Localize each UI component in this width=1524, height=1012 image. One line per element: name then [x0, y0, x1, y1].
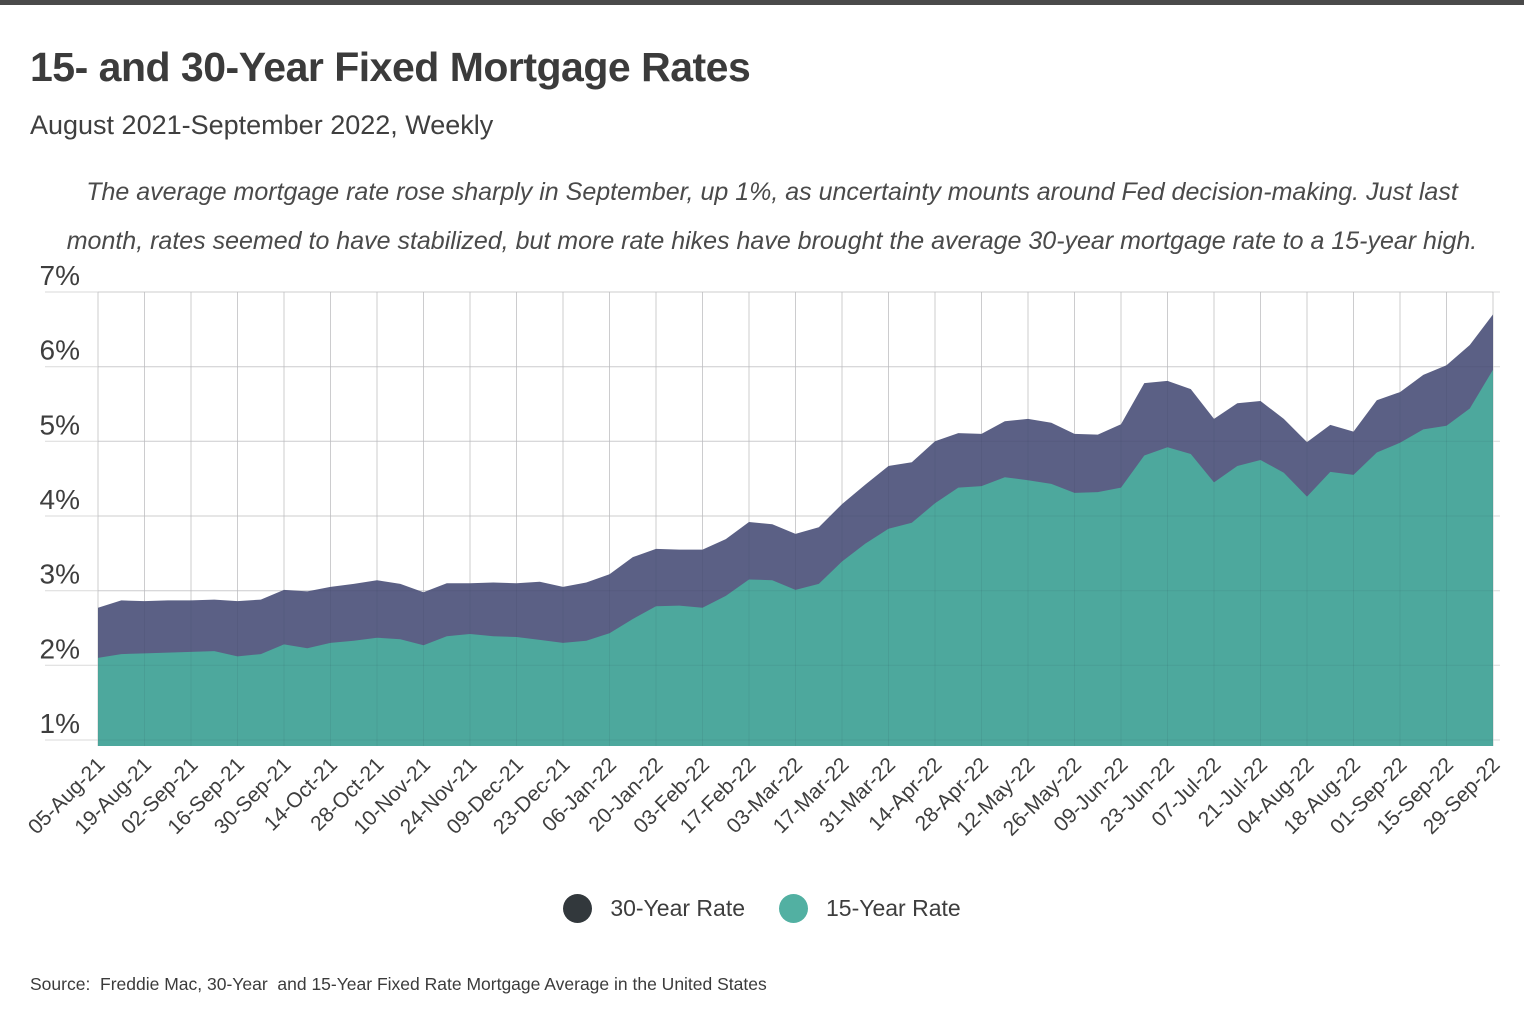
y-axis-tick-label: 4% — [40, 484, 80, 515]
legend-dot-30-year-icon — [563, 894, 593, 923]
annotation-line-1: The average mortgage rate rose sharply i… — [86, 178, 1458, 206]
page-title: 15- and 30-Year Fixed Mortgage Rates — [30, 44, 751, 90]
y-axis-tick-label: 6% — [40, 335, 80, 366]
legend-label-30-year: 30-Year Rate — [610, 895, 745, 921]
chart-legend: 30-Year Rate 15-Year Rate — [0, 894, 1524, 923]
y-axis-tick-label: 3% — [40, 559, 80, 590]
area-15-year-rate — [98, 369, 1493, 746]
legend-dot-15-year-icon — [779, 894, 808, 923]
legend-item-15-year: 15-Year Rate — [779, 894, 961, 923]
legend-label-15-year: 15-Year Rate — [826, 895, 961, 921]
y-axis-tick-label: 5% — [40, 409, 80, 440]
source-note: Source: Freddie Mac, 30-Year and 15-Year… — [30, 974, 767, 994]
y-axis-tick-label: 7% — [40, 260, 80, 291]
y-axis-tick-label: 1% — [40, 708, 80, 739]
top-accent-bar — [0, 0, 1524, 5]
page-subtitle: August 2021-September 2022, Weekly — [30, 110, 494, 140]
legend-item-30-year: 30-Year Rate — [563, 894, 745, 923]
y-axis-tick-label: 2% — [40, 633, 80, 664]
chart-annotation: The average mortgage rate rose sharply i… — [40, 168, 1504, 266]
annotation-line-2: month, rates seemed to have stabilized, … — [66, 227, 1478, 255]
